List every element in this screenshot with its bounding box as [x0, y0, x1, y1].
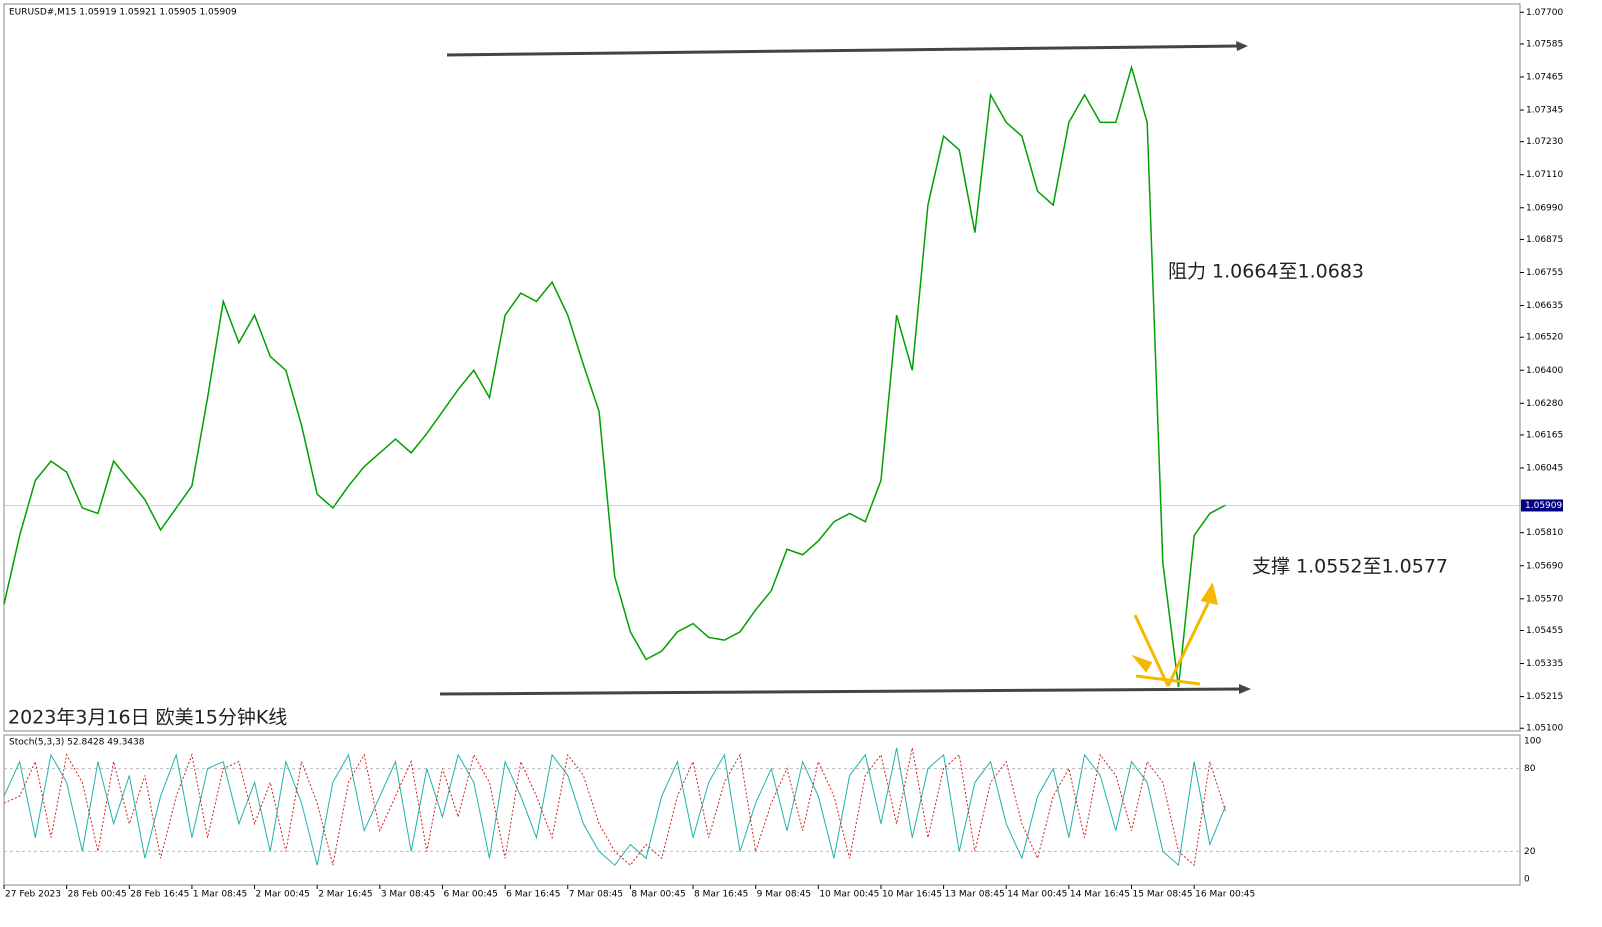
x-tick-label: 28 Feb 00:45: [68, 890, 127, 900]
arrow-head: [1239, 684, 1251, 694]
y-tick-label: 1.06990: [1526, 203, 1563, 213]
annotation: 2023年3月16日 欧美15分钟K线: [8, 707, 287, 729]
price-tag-label: 1.05909: [1525, 501, 1562, 511]
x-tick-label: 2 Mar 16:45: [318, 890, 372, 900]
x-tick-label: 14 Mar 16:45: [1070, 890, 1130, 900]
chart-title: EURUSD#,M15 1.05919 1.05921 1.05905 1.05…: [9, 8, 237, 18]
y-tick-label: 1.07110: [1526, 170, 1563, 180]
y-tick-label: 1.06165: [1526, 430, 1563, 440]
y-tick-label: 1.07585: [1526, 39, 1563, 49]
y-tick-label: 1.07345: [1526, 106, 1563, 116]
arrow-head: [1131, 654, 1153, 673]
x-tick-label: 1 Mar 08:45: [193, 890, 247, 900]
y-tick-label: 1.07700: [1526, 8, 1563, 18]
y-tick-label: 1.05810: [1526, 528, 1563, 538]
y-tick-label: 1.06520: [1526, 333, 1563, 343]
x-tick-label: 3 Mar 08:45: [381, 890, 435, 900]
y-tick-label: 1.07465: [1526, 72, 1563, 82]
y-tick-label: 0: [1524, 875, 1530, 885]
y-tick-label: 1.06280: [1526, 399, 1563, 409]
x-tick-label: 8 Mar 16:45: [694, 890, 748, 900]
x-tick-label: 27 Feb 2023: [5, 890, 61, 900]
price-line: [3, 64, 1226, 688]
y-tick-label: 1.05570: [1526, 594, 1563, 604]
x-tick-label: 6 Mar 00:45: [443, 890, 497, 900]
annotation: 支撑 1.0552至1.0577: [1252, 556, 1448, 578]
y-tick-label: 1.06875: [1526, 235, 1563, 245]
y-tick-label: 1.05455: [1526, 626, 1563, 636]
price-tag: [1521, 499, 1563, 512]
arrow-head: [1236, 41, 1248, 51]
y-tick-label: 1.05690: [1526, 561, 1563, 571]
resistance-line: [446, 44, 1241, 57]
y-tick-label: 1.06755: [1526, 268, 1563, 278]
x-tick-label: 16 Mar 00:45: [1195, 890, 1255, 900]
y-tick-label: 1.06635: [1526, 301, 1563, 311]
arrow: [1166, 592, 1215, 687]
annotation: 阻力 1.0664至1.0683: [1168, 261, 1364, 283]
main-panel: [3, 3, 1521, 732]
stoch-panel: [3, 734, 1521, 886]
x-tick-label: 2 Mar 00:45: [256, 890, 310, 900]
plot-layer: 1.07700 1.07585 1.07465 1.07345 1.07230 1.071…: [3, 8, 1563, 900]
y-tick-label: 1.07230: [1526, 137, 1563, 147]
x-tick-label: 10 Mar 16:45: [882, 890, 942, 900]
x-tick-label: 15 Mar 08:45: [1133, 890, 1193, 900]
y-tick-label: 1.05100: [1526, 724, 1563, 734]
arrow: [1133, 614, 1170, 687]
y-tick-label: 80: [1524, 764, 1536, 774]
x-tick-label: 7 Mar 08:45: [569, 890, 623, 900]
x-tick-label: 9 Mar 08:45: [757, 890, 811, 900]
x-tick-label: 8 Mar 00:45: [631, 890, 685, 900]
y-tick-label: 100: [1524, 737, 1541, 747]
x-tick-label: 28 Feb 16:45: [130, 890, 189, 900]
x-tick-label: 10 Mar 00:45: [819, 890, 879, 900]
stoch-line: [3, 747, 1226, 867]
stoch-line: [3, 747, 1226, 867]
stoch-title: Stoch(5,3,3) 52.8428 49.3438: [9, 738, 145, 748]
y-tick-label: 1.06045: [1526, 464, 1563, 474]
y-tick-label: 20: [1524, 847, 1536, 857]
support-line: [439, 687, 1244, 696]
y-tick-label: 1.05335: [1526, 659, 1563, 669]
arrow-head: [1200, 582, 1219, 606]
x-tick-label: 14 Mar 00:45: [1007, 890, 1067, 900]
x-tick-label: 13 Mar 08:45: [945, 890, 1005, 900]
arrow: [1135, 674, 1201, 686]
orange-arrows: [1131, 582, 1219, 687]
y-tick-label: 1.05215: [1526, 692, 1563, 702]
x-tick-label: 6 Mar 16:45: [506, 890, 560, 900]
y-tick-label: 1.06400: [1526, 366, 1563, 376]
